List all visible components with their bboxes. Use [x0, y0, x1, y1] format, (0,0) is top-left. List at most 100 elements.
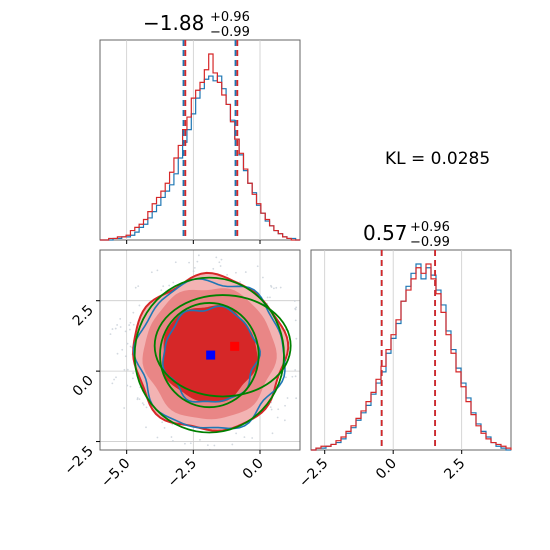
- sample-point: [126, 342, 129, 345]
- sample-point: [235, 271, 237, 274]
- red-marker: [230, 341, 240, 351]
- sample-point: [294, 308, 297, 311]
- blue-marker: [206, 350, 216, 360]
- sample-point: [170, 436, 173, 438]
- sample-point: [116, 324, 119, 326]
- sample-point: [211, 453, 213, 455]
- sample-point: [119, 317, 122, 320]
- sample-point: [286, 397, 289, 399]
- sample-point: [138, 398, 141, 401]
- green-ellipse: [159, 302, 260, 409]
- marginal-y-tick-label: 0.0: [373, 456, 400, 483]
- sample-point: [270, 286, 273, 288]
- joint-frame: [99, 249, 301, 451]
- marginal-y-title-sub: −0.99: [410, 235, 450, 250]
- sample-point: [294, 319, 297, 322]
- sample-point: [115, 376, 117, 379]
- sample-point: [218, 261, 221, 264]
- sample-point: [160, 289, 163, 292]
- kl-annotation: KL = 0.0285: [385, 149, 490, 169]
- sample-point: [129, 345, 132, 348]
- sample-point: [126, 384, 129, 387]
- sample-point: [132, 372, 135, 374]
- sample-point: [162, 285, 165, 288]
- sample-point: [251, 437, 254, 439]
- sample-point: [271, 432, 274, 435]
- sample-point: [121, 348, 124, 351]
- sample-point: [126, 368, 129, 371]
- sample-point: [244, 271, 247, 273]
- sample-point: [132, 311, 135, 314]
- sample-point: [124, 355, 127, 358]
- sample-point: [116, 352, 119, 355]
- sample-point: [276, 416, 279, 419]
- sample-point: [302, 392, 304, 394]
- sample-point: [277, 408, 280, 411]
- marginal-x-panel: −1.88 +0.96 −0.99: [99, 10, 301, 241]
- sample-point: [129, 321, 132, 324]
- sample-point: [279, 286, 282, 289]
- green-ellipse: [133, 276, 285, 434]
- joint-x-tick-label: −2.5: [165, 456, 200, 491]
- marginal-y-panel: 0.57 +0.96 −0.99: [310, 220, 512, 451]
- sample-point: [184, 442, 186, 445]
- sample-point: [295, 397, 298, 400]
- sample-point: [206, 444, 209, 447]
- joint-x-tick-label: −5.0: [98, 456, 133, 491]
- marginal-y-tick-label: −2.5: [296, 456, 331, 491]
- sample-point: [284, 404, 286, 407]
- sample-point: [145, 406, 148, 409]
- sample-point: [269, 296, 271, 299]
- sample-point: [285, 376, 287, 379]
- sample-point: [239, 281, 242, 283]
- sample-point: [219, 265, 222, 267]
- sample-point: [150, 271, 153, 274]
- marginal-y-hist-blue: [311, 263, 511, 451]
- sample-point: [197, 254, 200, 257]
- sample-point: [137, 285, 140, 288]
- sample-point: [156, 269, 159, 272]
- sample-point: [213, 444, 216, 447]
- sample-point: [193, 267, 196, 269]
- sample-point: [131, 377, 134, 380]
- sample-point: [132, 323, 135, 326]
- marginal-y-frame: [310, 249, 512, 451]
- sample-point: [168, 284, 171, 287]
- sample-point: [295, 337, 298, 340]
- marginal-y-hist-red: [311, 263, 512, 451]
- marginal-y-tick-label: 2.5: [441, 456, 468, 483]
- sample-point: [295, 306, 298, 309]
- sample-point: [235, 432, 238, 435]
- sample-point: [123, 368, 126, 371]
- marginal-y-title-sup: +0.96: [410, 220, 450, 235]
- marginal-x-title-sub: −0.99: [210, 25, 250, 40]
- marginal-x-title-sup: +0.96: [210, 10, 250, 25]
- sample-point: [243, 436, 246, 439]
- sample-point: [161, 421, 164, 424]
- sample-point: [231, 450, 233, 452]
- sample-point: [129, 385, 132, 388]
- joint-y-tick-label: 2.5: [70, 302, 97, 329]
- sample-point: [145, 426, 147, 429]
- sample-point: [113, 378, 115, 381]
- sample-point: [256, 265, 259, 268]
- sample-point: [142, 403, 145, 406]
- sample-point: [199, 439, 201, 441]
- sample-point: [231, 443, 234, 446]
- sample-point: [291, 375, 294, 378]
- sample-point: [124, 330, 127, 333]
- sample-point: [111, 382, 114, 385]
- sample-point: [109, 333, 112, 336]
- sample-point: [196, 260, 199, 263]
- marginal-x-hist-red: [100, 53, 300, 241]
- joint-y-tick-label: 0.0: [70, 373, 97, 400]
- sample-point: [128, 324, 131, 326]
- sample-point: [275, 286, 278, 289]
- sample-point: [123, 407, 126, 409]
- sample-point: [189, 442, 192, 445]
- sample-point: [141, 402, 144, 404]
- sample-point: [269, 406, 272, 409]
- sample-point: [188, 261, 190, 264]
- sample-point: [172, 439, 174, 442]
